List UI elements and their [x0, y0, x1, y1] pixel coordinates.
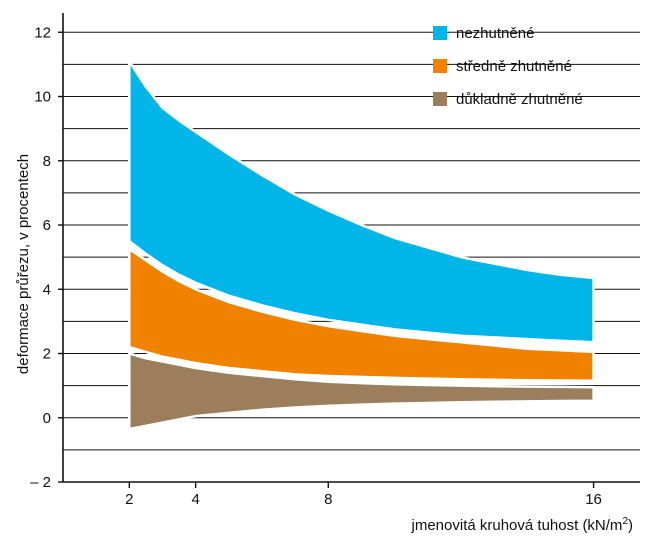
x-tick-label: 8 — [324, 491, 332, 508]
y-tick-label: 8 — [43, 153, 51, 170]
y-tick-label: 2 — [43, 346, 51, 363]
legend-label: nezhutněné — [456, 25, 534, 42]
legend-label: důkladně zhutněné — [456, 91, 583, 108]
y-tick-label: – 2 — [30, 474, 51, 491]
x-tick-label: 16 — [585, 491, 602, 508]
y-tick-label: 6 — [43, 217, 51, 234]
legend-label: středně zhutněné — [456, 58, 572, 75]
legend-swatch — [433, 92, 447, 106]
band-nezhutněné — [128, 59, 595, 344]
band-středně-zhutněné — [128, 247, 595, 383]
tick-labels: – 2 0 2 4 6 8 10 12 2 4 8 16 — [30, 24, 602, 508]
y-axis-label: deformace průřezu, v procentech — [15, 154, 32, 374]
y-tick-label: 0 — [43, 410, 51, 427]
x-axis-label: jmenovitá kruhová tuhost (kN/m2) — [411, 516, 633, 534]
x-tick-label: 4 — [191, 491, 199, 508]
data-bands — [128, 59, 595, 431]
y-tick-label: 10 — [34, 89, 51, 106]
legend: nezhutněné středně zhutněné důkladně zhutn… — [433, 25, 583, 108]
x-tick-label: 2 — [125, 491, 133, 508]
axes — [62, 13, 640, 483]
legend-swatch — [433, 26, 447, 40]
y-tick-label: 4 — [43, 281, 51, 298]
band-důkladně-zhutněné — [128, 352, 595, 431]
y-tick-label: 12 — [34, 24, 51, 41]
legend-swatch — [433, 59, 447, 73]
